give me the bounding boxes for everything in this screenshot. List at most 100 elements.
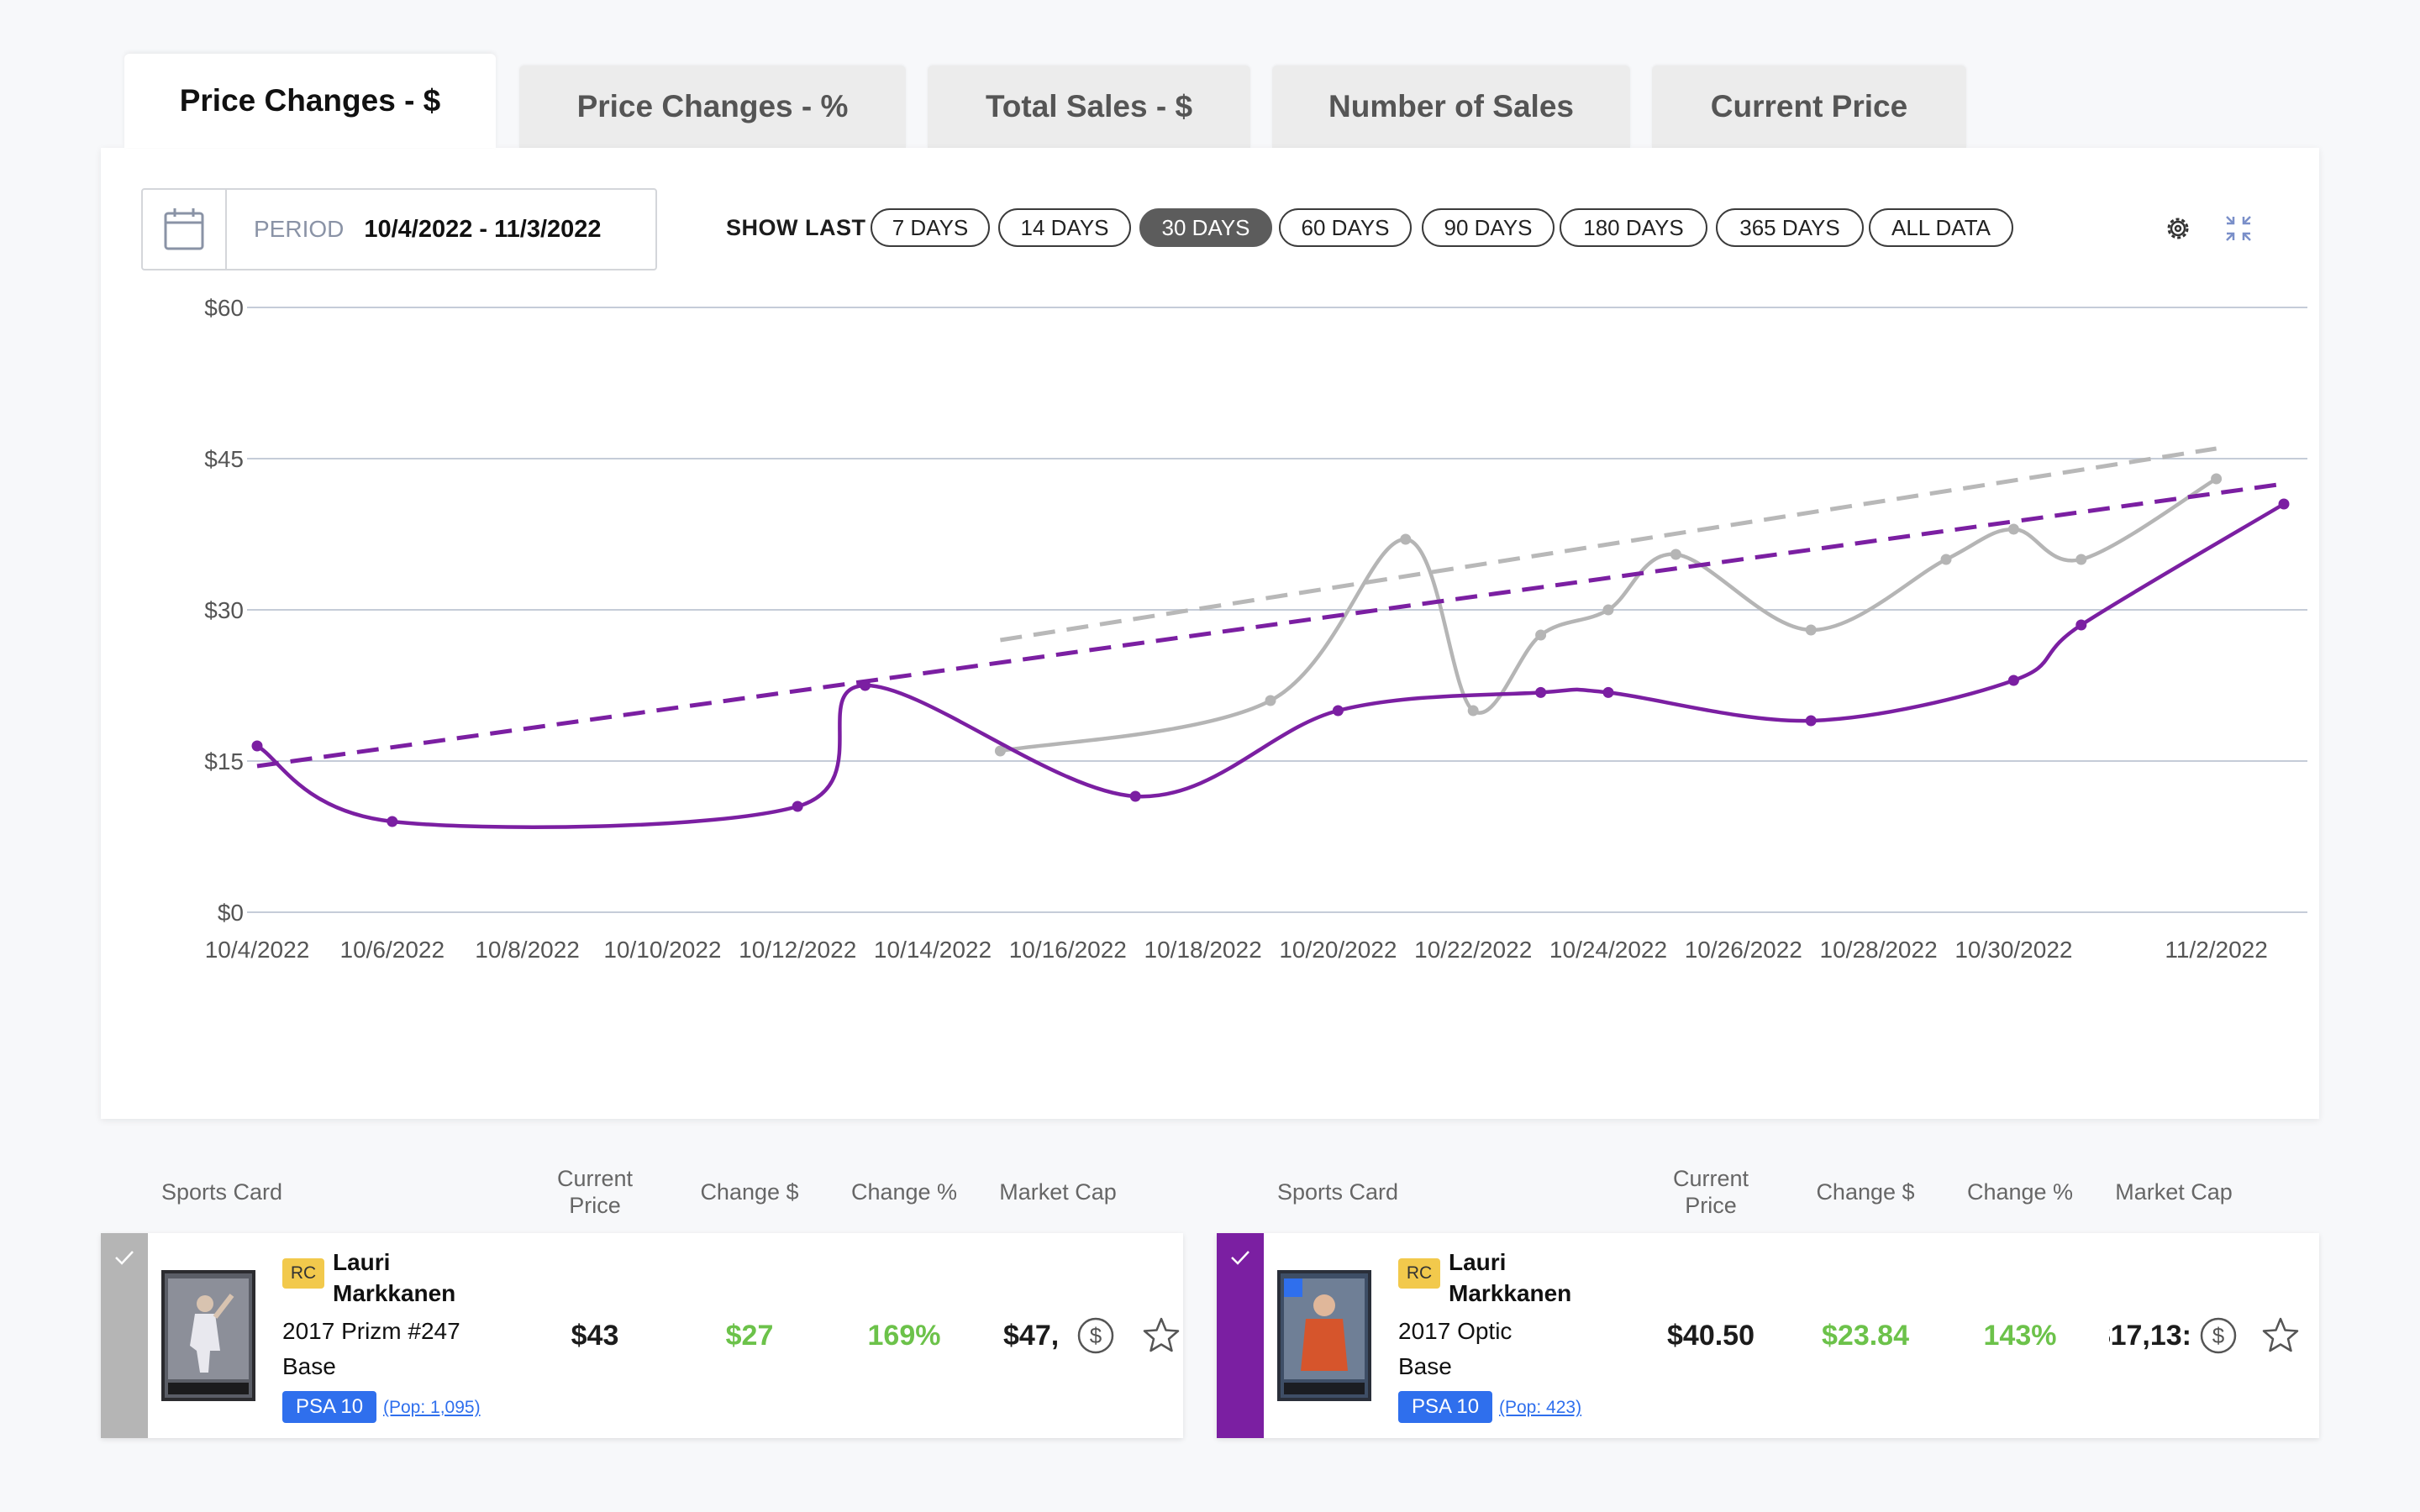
data-point [251, 740, 263, 752]
data-point [2007, 675, 2019, 686]
range-option-7-days[interactable]: 7 DAYS [871, 208, 990, 247]
range-option-365-days[interactable]: 365 DAYS [1716, 208, 1864, 247]
chart-panel: $60 $45 $30 $15 $0 10/4/2022 10/6/2022 10/8/202… [101, 148, 2319, 1119]
period-picker[interactable]: PERIOD 10/4/2022 - 11/3/2022 [141, 188, 657, 270]
svg-text:$: $ [2212, 1323, 2225, 1348]
x-tick-label: 10/22/2022 [1414, 937, 1532, 963]
tab-current-price[interactable]: Current Price [1652, 66, 1966, 148]
range-option-60-days[interactable]: 60 DAYS [1279, 208, 1412, 247]
market-cap-value: $47, [1003, 1320, 1060, 1352]
card-set: 2017 Optic Base [1398, 1318, 1512, 1379]
header-change-pct: Change % [1966, 1179, 2074, 1205]
price-chart: $60 $45 $30 $15 $0 10/4/2022 10/6/2022 10/8/202… [204, 295, 2307, 963]
tab-price-changes-usd[interactable]: Price Changes - $ [124, 54, 496, 148]
y-tick-label: $60 [204, 295, 244, 321]
collapse-icon[interactable] [2222, 212, 2255, 245]
rookie-badge: RC [282, 1258, 324, 1289]
x-tick-label: 10/26/2022 [1685, 937, 1802, 963]
grade-badge[interactable]: PSA 10 [1398, 1391, 1493, 1423]
data-point [792, 801, 803, 812]
check-icon [1231, 1251, 1249, 1265]
x-tick-label: 10/14/2022 [874, 937, 992, 963]
data-point [2007, 523, 2019, 535]
header-change-pct: Change % [850, 1179, 958, 1205]
change-pct: 169% [867, 1319, 941, 1352]
range-option-180-days[interactable]: 180 DAYS [1560, 208, 1707, 247]
grade-badge[interactable]: PSA 10 [282, 1391, 377, 1423]
rookie-badge: RC [1398, 1258, 1440, 1289]
market-cap-value: $17,13: [2109, 1320, 2191, 1352]
y-tick-label: $0 [218, 900, 244, 926]
data-point [1602, 686, 1614, 698]
tab-label: Price Changes - $ [179, 83, 441, 118]
tab-label: Number of Sales [1328, 89, 1574, 123]
show-last-label: SHOW LAST [726, 215, 866, 240]
x-tick-label: 10/28/2022 [1820, 937, 1938, 963]
data-point [2075, 554, 2087, 565]
row-select-checkbox[interactable] [101, 1233, 148, 1438]
card-thumbnail[interactable] [1277, 1270, 1371, 1401]
tab-price-changes-pct[interactable]: Price Changes - % [519, 66, 906, 148]
check-icon [115, 1251, 134, 1265]
row-select-checkbox[interactable] [1217, 1233, 1264, 1438]
population-link[interactable]: (Pop: 423) [1499, 1398, 1582, 1417]
x-tick-label: 10/12/2022 [739, 937, 856, 963]
x-tick-label: 10/8/2022 [475, 937, 580, 963]
data-point [1400, 533, 1412, 545]
change-usd: $27 [725, 1319, 774, 1352]
player-name[interactable]: Lauri Markkanen [1449, 1249, 1572, 1306]
change-pct: 143% [1983, 1319, 2057, 1352]
x-tick-label: 10/16/2022 [1009, 937, 1127, 963]
population-link[interactable]: (Pop: 1,095) [383, 1398, 481, 1417]
data-point [1805, 624, 1817, 636]
period-label: PERIOD [254, 216, 345, 242]
y-tick-label: $30 [204, 597, 244, 623]
current-price: $43 [571, 1319, 619, 1352]
range-option-90-days[interactable]: 90 DAYS [1422, 208, 1555, 247]
data-point [1129, 790, 1141, 802]
data-point [994, 745, 1006, 757]
range-option-14-days[interactable]: 14 DAYS [998, 208, 1131, 247]
x-tick-label: 10/30/2022 [1954, 937, 2072, 963]
data-point [387, 816, 398, 827]
range-option-all-data[interactable]: ALL DATA [1869, 208, 2013, 247]
header-current-price: Current Price [1672, 1166, 1749, 1218]
x-tick-label: 10/18/2022 [1144, 937, 1262, 963]
period-value: 10/4/2022 - 11/3/2022 [364, 215, 602, 243]
x-tick-label: 10/6/2022 [340, 937, 445, 963]
range-option-30-days[interactable]: 30 DAYS [1139, 208, 1272, 247]
data-point [1940, 554, 1952, 565]
trend-line [256, 481, 2285, 769]
x-tick-label: 10/4/2022 [205, 937, 310, 963]
y-tick-label: $15 [204, 748, 244, 774]
player-name[interactable]: Lauri Markkanen [333, 1249, 456, 1306]
star-icon[interactable] [2260, 1315, 2301, 1356]
dollar-icon[interactable]: $ [2198, 1315, 2238, 1356]
data-point [1670, 549, 1681, 560]
x-tick-label: 10/20/2022 [1279, 937, 1397, 963]
data-point [1535, 686, 1547, 698]
tab-total-sales[interactable]: Total Sales - $ [928, 66, 1250, 148]
tab-number-of-sales[interactable]: Number of Sales [1272, 66, 1630, 148]
card-set: 2017 Prizm #247 Base [282, 1318, 460, 1379]
tab-label: Current Price [1710, 89, 1908, 123]
table-row[interactable]: RC Lauri Markkanen 2017 Optic Base PSA 1… [1217, 1233, 2319, 1438]
card-thumbnail[interactable] [161, 1270, 255, 1401]
dollar-icon[interactable]: $ [1076, 1315, 1116, 1356]
change-usd: $23.84 [1822, 1319, 1909, 1352]
data-point [1467, 705, 1479, 717]
star-icon[interactable] [1141, 1315, 1181, 1356]
gear-icon[interactable] [2161, 212, 2195, 245]
data-point [2278, 498, 2290, 510]
data-point [1602, 604, 1614, 616]
tab-label: Price Changes - % [576, 89, 849, 123]
header-current-price: Current Price [556, 1166, 634, 1218]
table-row[interactable]: RC Lauri Markkanen 2017 Prizm #247 Base … [101, 1233, 1183, 1438]
x-tick-label: 10/10/2022 [603, 937, 721, 963]
calendar-icon[interactable] [143, 190, 227, 269]
x-tick-label: 10/24/2022 [1549, 937, 1667, 963]
trend-line [1000, 446, 2217, 643]
x-tick-label: 11/2/2022 [2165, 937, 2268, 963]
header-market-cap: Market Cap [999, 1179, 1117, 1205]
header-change-usd: Change $ [1816, 1179, 1915, 1205]
